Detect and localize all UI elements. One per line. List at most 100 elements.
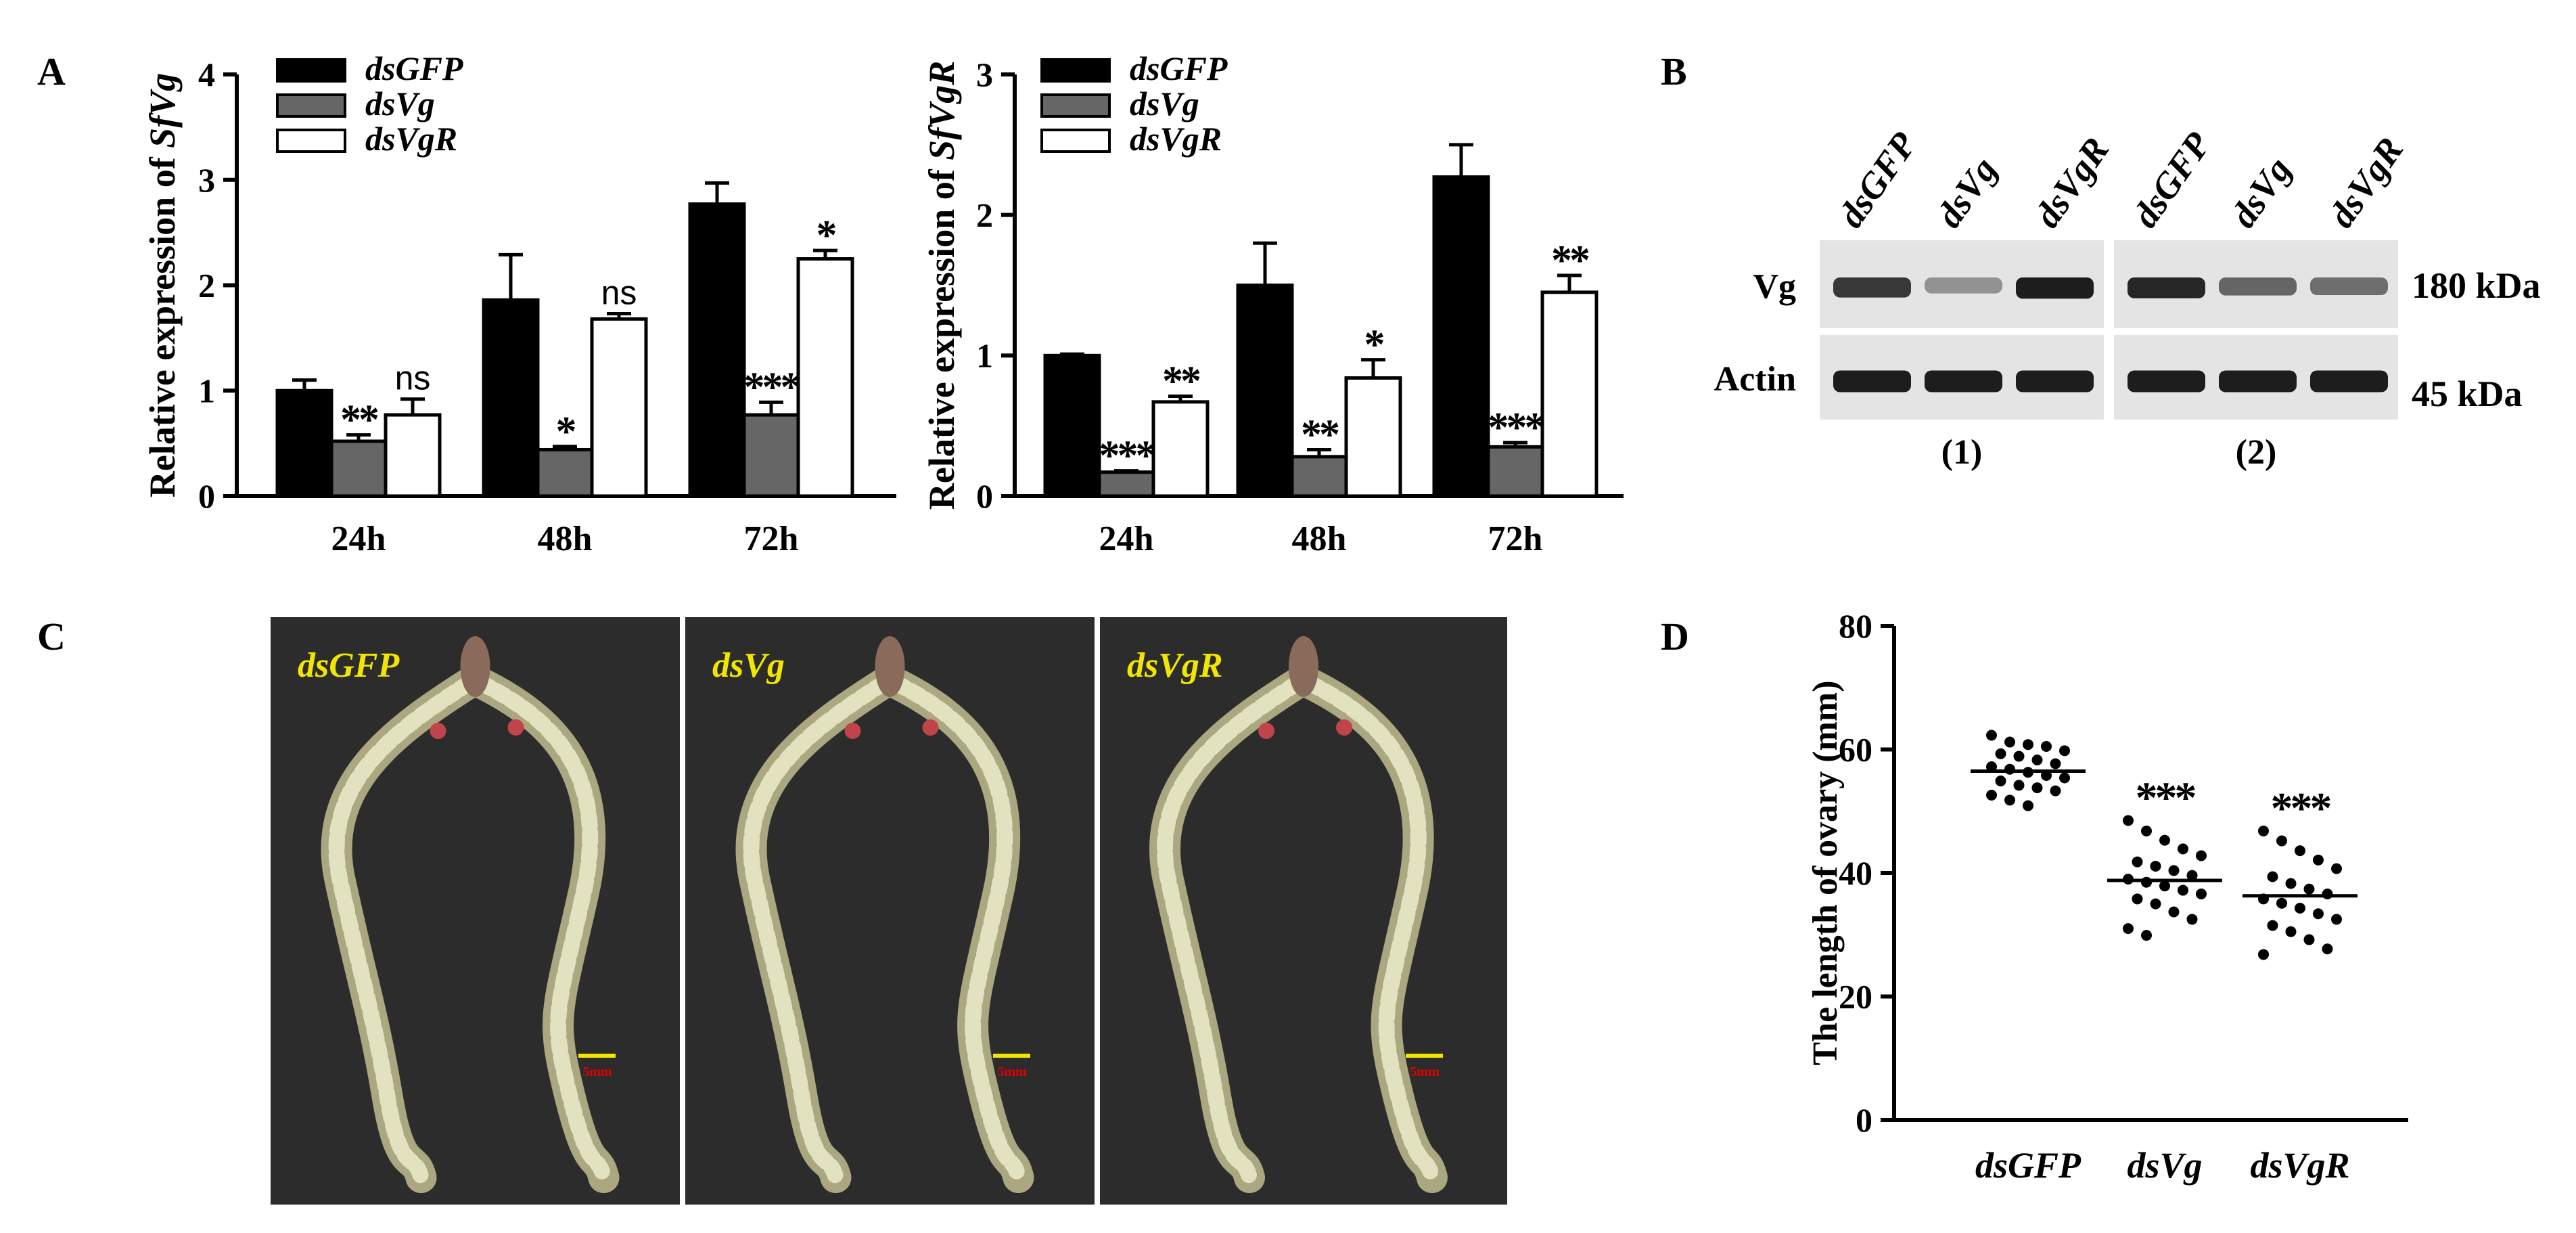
y-axis-label-gene: SfVgR bbox=[921, 61, 962, 160]
significance-mark: *** bbox=[1099, 433, 1155, 479]
x-tick-label: 72h bbox=[744, 520, 799, 558]
data-point-dsVgR bbox=[2276, 835, 2287, 847]
ovary-follicles bbox=[474, 675, 612, 1186]
photo-label-dsVg: dsVg bbox=[712, 646, 785, 685]
red-spot bbox=[1258, 723, 1274, 739]
data-point-dsVgR bbox=[2313, 908, 2324, 920]
band-Vg-dsGFP bbox=[2128, 277, 2205, 298]
x-tick-label-dsGFP: dsGFP bbox=[1975, 1145, 2082, 1186]
significance-mark: ** bbox=[340, 397, 378, 443]
legend-label-dsGFP: dsGFP bbox=[1130, 49, 1228, 87]
significance-mark: * bbox=[556, 409, 576, 455]
bar-dsVg-24h bbox=[329, 439, 388, 498]
data-point-dsVgR bbox=[2267, 920, 2278, 931]
y-tick-label: 0 bbox=[976, 477, 993, 515]
bar-dsVg-72h bbox=[1486, 445, 1544, 498]
data-point-dsVg bbox=[2132, 893, 2143, 905]
data-point-dsVg bbox=[2178, 884, 2188, 896]
data-point-dsVg bbox=[2186, 914, 2198, 925]
lane-label-dsGFP: dsGFP bbox=[2125, 125, 2219, 235]
band-Vg-dsVg bbox=[2219, 277, 2297, 296]
data-point-dsVg bbox=[2168, 865, 2180, 876]
legend-label-dsVg: dsVg bbox=[365, 85, 435, 122]
legend-label-dsVg: dsVg bbox=[1130, 85, 1199, 122]
bar-dsGFP-72h bbox=[688, 202, 746, 498]
data-point-dsGFP bbox=[2023, 739, 2033, 750]
y-tick-label: 0 bbox=[198, 477, 215, 515]
data-point-dsGFP bbox=[2059, 772, 2070, 784]
photo-label-dsVgR: dsVgR bbox=[1127, 646, 1223, 685]
data-point-dsVgR bbox=[2285, 878, 2297, 889]
band-Actin-dsGFP bbox=[2128, 370, 2205, 393]
data-point-dsVg bbox=[2178, 843, 2188, 855]
band-Actin-dsVgR bbox=[2016, 370, 2094, 393]
data-point-dsVgR bbox=[2322, 943, 2333, 955]
panel-label-b: B bbox=[1661, 49, 1687, 93]
data-point-dsVg bbox=[2186, 870, 2198, 881]
data-point-dsVg bbox=[2132, 856, 2143, 868]
y-tick-label: 1 bbox=[198, 372, 215, 409]
ovary-follicles bbox=[888, 675, 1027, 1186]
significance-mark: * bbox=[1364, 322, 1384, 368]
legend-label-dsVgR: dsVgR bbox=[365, 120, 457, 158]
lane-label-dsVg: dsVg bbox=[2223, 150, 2299, 235]
y-tick-label: 3 bbox=[198, 161, 215, 199]
ovary-follicles bbox=[1302, 675, 1440, 1186]
size-label-45: 45 kDa bbox=[2412, 374, 2523, 414]
significance-mark: ** bbox=[1301, 411, 1339, 457]
y-axis-label: Relative expression of SfVgR bbox=[921, 61, 962, 510]
x-tick-label: 24h bbox=[331, 520, 386, 558]
x-tick-label-dsVg: dsVg bbox=[2127, 1145, 2202, 1186]
data-point-dsVgR bbox=[2258, 825, 2269, 836]
panel-label-d: D bbox=[1661, 614, 1689, 658]
significance-mark: ns bbox=[395, 359, 431, 397]
data-point-dsGFP bbox=[1986, 790, 1997, 801]
data-point-dsVgR bbox=[2295, 845, 2305, 857]
blot-group-label: (2) bbox=[2236, 433, 2277, 472]
bar-dsVgR-24h bbox=[1151, 400, 1210, 498]
significance-mark: *** bbox=[744, 364, 800, 410]
band-Vg-dsGFP bbox=[1833, 277, 1911, 298]
bar-dsVgR-48h bbox=[1344, 376, 1402, 498]
data-point-dsVg bbox=[2196, 889, 2207, 900]
x-tick-label: 48h bbox=[538, 520, 593, 558]
red-spot bbox=[430, 723, 446, 739]
bar-dsGFP-48h bbox=[482, 298, 540, 498]
data-point-dsVgR bbox=[2258, 949, 2269, 960]
data-point-dsVgR bbox=[2331, 863, 2342, 874]
significance-mark: *** bbox=[1488, 405, 1544, 451]
significance-mark: ns bbox=[601, 274, 637, 312]
y-axis-label: The length of ovary (mm) bbox=[1806, 680, 1845, 1065]
size-label-180: 180 kDa bbox=[2412, 265, 2541, 306]
data-point-dsVg bbox=[2159, 880, 2170, 892]
data-point-dsGFP bbox=[2013, 750, 2025, 762]
x-tick-label: 48h bbox=[1292, 520, 1347, 558]
significance-mark: *** bbox=[2136, 773, 2196, 822]
data-point-dsGFP bbox=[2004, 736, 2015, 748]
ovary-follicles bbox=[1157, 675, 1305, 1186]
y-tick-label: 3 bbox=[976, 55, 993, 93]
y-axis-label-text: Relative expression of bbox=[921, 160, 962, 510]
data-point-dsVg bbox=[2150, 860, 2161, 872]
band-Actin-dsGFP bbox=[1833, 370, 1911, 393]
y-tick-label: 2 bbox=[198, 267, 215, 305]
significance-mark: ** bbox=[1162, 359, 1200, 405]
lane-label-dsVgR: dsVgR bbox=[2027, 130, 2117, 235]
data-point-dsVgR bbox=[2322, 889, 2333, 900]
bar-dsGFP-48h bbox=[1236, 284, 1294, 498]
data-point-dsVg bbox=[2123, 815, 2134, 826]
y-tick-label: 1 bbox=[976, 336, 993, 374]
data-point-dsGFP bbox=[1995, 776, 2006, 787]
red-spot bbox=[507, 719, 524, 736]
y-tick-label: 20 bbox=[1839, 978, 1872, 1016]
data-point-dsVgR bbox=[2313, 854, 2324, 866]
data-point-dsVgR bbox=[2267, 871, 2278, 882]
legend-swatch-dsGFP bbox=[1040, 58, 1111, 83]
lane-label-dsVgR: dsVgR bbox=[2321, 130, 2412, 235]
western-blot: dsGFP dsVg dsVgR(1)dsGFP dsVg dsVgR(2)VgActi… bbox=[1714, 125, 2541, 472]
bar-dsGFP-24h bbox=[1043, 353, 1101, 498]
data-point-dsGFP bbox=[2031, 782, 2043, 794]
legend-label-dsVgR: dsVgR bbox=[1130, 120, 1222, 158]
y-tick-label: 4 bbox=[198, 55, 215, 93]
